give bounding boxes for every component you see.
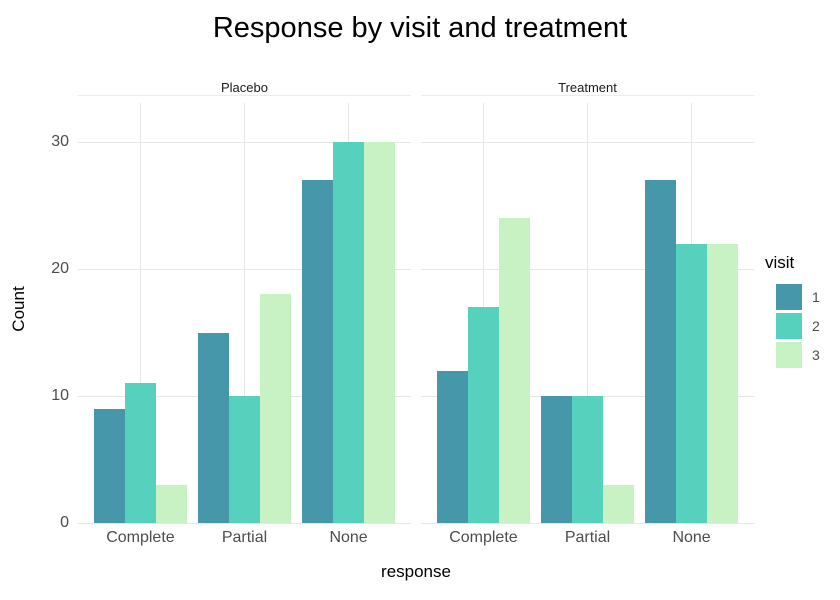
bar-treatment-complete-visit2	[467, 307, 500, 523]
v-gridline	[244, 103, 245, 523]
bar-placebo-partial-visit1	[197, 332, 229, 523]
facet-strip-placebo: Placebo	[221, 80, 268, 95]
bar-placebo-partial-visit2	[228, 396, 261, 523]
y-tick-label: 30	[51, 133, 69, 150]
panel-top-line	[421, 95, 754, 96]
bar-placebo-none-visit2	[332, 142, 365, 523]
bar-placebo-none-visit3	[364, 142, 396, 523]
bar-treatment-none-visit3	[707, 243, 739, 523]
y-tick-label: 20	[51, 260, 69, 277]
y-tick-label: 10	[51, 387, 69, 404]
bar-treatment-partial-visit1	[540, 396, 572, 523]
legend-entry-1: 1	[765, 284, 840, 310]
legend-label-1: 1	[812, 289, 820, 305]
panel-top-line	[78, 95, 411, 96]
x-tick-label-treatment-none: None	[672, 529, 711, 546]
legend-entry-3: 3	[765, 342, 840, 368]
y-tick-label: 0	[60, 514, 69, 531]
x-tick-label-treatment-complete: Complete	[449, 529, 518, 546]
legend-label-3: 3	[812, 347, 820, 363]
bar-treatment-none-visit2	[675, 243, 708, 523]
x-tick-label-placebo-none: None	[329, 529, 368, 546]
bar-treatment-none-visit1	[644, 180, 676, 523]
v-gridline	[587, 103, 588, 523]
legend-label-2: 2	[812, 318, 820, 334]
legend-title: visit	[765, 253, 795, 272]
bar-placebo-complete-visit1	[93, 408, 125, 523]
x-tick-label-treatment-partial: Partial	[564, 529, 611, 546]
x-tick-label-placebo-complete: Complete	[106, 529, 175, 546]
legend-key-swatch-3	[776, 342, 802, 368]
x-axis-title: response	[381, 562, 451, 581]
h-gridline	[78, 522, 411, 524]
legend-key-swatch-2	[776, 313, 802, 339]
h-gridline	[421, 522, 754, 524]
bar-placebo-complete-visit2	[124, 383, 157, 523]
v-gridline	[139, 103, 141, 523]
bar-treatment-partial-visit2	[571, 396, 604, 523]
chart-title: Response by visit and treatment	[212, 12, 628, 44]
x-tick-label-placebo-partial: Partial	[221, 529, 268, 546]
bar-placebo-complete-visit3	[156, 484, 188, 523]
facet-strip-treatment: Treatment	[558, 80, 617, 95]
bar-placebo-none-visit1	[301, 180, 333, 523]
legend: visit 1 2 3	[765, 253, 840, 373]
bar-treatment-partial-visit3	[603, 484, 635, 523]
bar-treatment-complete-visit1	[436, 370, 468, 523]
legend-entry-2: 2	[765, 313, 840, 339]
legend-key-swatch-1	[776, 284, 802, 310]
bar-treatment-complete-visit3	[499, 218, 531, 523]
bar-placebo-partial-visit3	[260, 294, 292, 523]
